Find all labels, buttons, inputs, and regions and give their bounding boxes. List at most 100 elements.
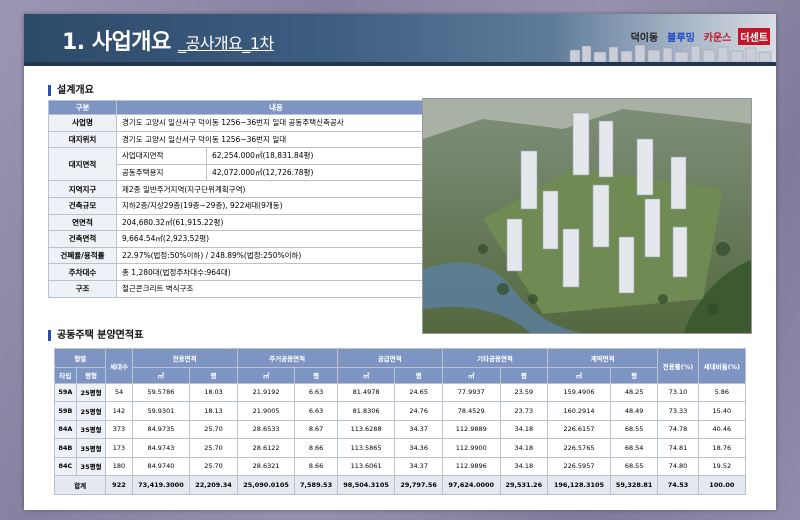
skyline-illustration	[569, 44, 772, 62]
table-cell: 112.9900	[441, 438, 501, 458]
table-cell: 112.9896	[441, 456, 501, 476]
total-cell: 73,419.3000	[131, 475, 191, 495]
page-title: 1. 사업개요 _공사개요_1차	[62, 24, 274, 56]
area-table-heading: 공동주택 분양면적표	[48, 330, 143, 341]
head-units: 세대수	[105, 348, 133, 384]
table-cell: 74.78	[657, 419, 699, 439]
table-cell: 59.5786	[131, 382, 191, 402]
table-cell: 81.8306	[336, 401, 396, 421]
title-sub: _공사개요_1차	[177, 34, 274, 53]
total-cell: 98,504.3105	[336, 475, 396, 495]
overview-heading: 설계개요	[48, 85, 94, 96]
table-row: 지역지구 제2종 일반주거지역(지구단위계획구역)	[48, 180, 436, 198]
table-cell: 34.18	[499, 419, 549, 439]
overview-table: 구분 내용 사업명 경기도 고양시 일산서구 덕이동 1256~36번지 일대 …	[48, 100, 436, 298]
table-cell: 84.9743	[131, 438, 191, 458]
total-cell: 97,624.0000	[441, 475, 501, 495]
table-cell: 21.9005	[236, 401, 296, 421]
complex-aerial-rendering	[422, 98, 752, 334]
table-cell: 159.4906	[547, 382, 611, 402]
row-value: 9,664.54㎡(2,923.52평)	[116, 230, 436, 248]
table-cell: 113.6288	[336, 419, 396, 439]
table-cell: 48.25	[609, 382, 659, 402]
table-cell: 68.55	[609, 456, 659, 476]
total-cell: 29,797.56	[394, 475, 443, 495]
row-value: 경기도 고양시 일산서구 덕이동 1256~36번지 일대 공동주택신축공사	[116, 114, 436, 132]
table-cell: 142	[105, 401, 133, 421]
head-residential-common: 주거공용면적	[236, 348, 338, 368]
row-value: 지하2층/지상29층(19층~29층), 922세대(9개동)	[116, 196, 436, 215]
table-cell: 112.9889	[441, 419, 501, 439]
table-cell: 34.36	[394, 438, 443, 458]
slide: 1. 사업개요 _공사개요_1차 덕이동 블루밍 카운스 더센트 설계개요	[24, 14, 776, 510]
row-value: 42,072.000㎡(12,726.78평)	[206, 163, 436, 182]
total-cell: 합계	[53, 475, 107, 495]
row-label: 구조	[48, 279, 117, 298]
table-cell: 77.9937	[441, 382, 501, 402]
table-cell: 84.9735	[131, 419, 191, 439]
row-value: 경기도 고양시 일산서구 덕이동 1256~36번지 일대	[116, 130, 436, 149]
brand-word-3: 카운스	[703, 33, 732, 44]
sub-head: ㎡	[336, 366, 396, 384]
table-row: 59A 25평형 54 59.5786 18.03 21.9192 6.63 81.4978 2…	[54, 382, 747, 402]
sub-head: 평형	[75, 366, 107, 384]
brand-logo: 덕이동 블루밍 카운스 더센트	[629, 28, 770, 45]
table-cell: 25.70	[189, 419, 238, 439]
table-cell: 68.55	[609, 419, 659, 439]
sub-head: 평	[189, 366, 238, 384]
total-cell: 29,531.26	[499, 475, 549, 495]
table-cell: 8.66	[294, 438, 338, 458]
table-row: 대지위치 경기도 고양시 일산서구 덕이동 1256~36번지 일대	[48, 130, 436, 149]
table-cell: 54	[105, 382, 133, 402]
row-label: 사업명	[48, 114, 117, 132]
row-label: 연면적	[48, 213, 117, 232]
row-value: 철근콘크리트 벽식구조	[116, 279, 436, 298]
sub-head: 평	[294, 366, 338, 384]
row-value: 총 1,280대(법정주차대수:964대)	[116, 263, 436, 281]
table-cell: 35평형	[75, 456, 107, 476]
table-cell: 59A	[54, 382, 77, 402]
table-cell: 84A	[54, 419, 77, 439]
table-cell: 21.9192	[236, 382, 296, 402]
overview-col-content: 내용	[116, 100, 436, 115]
table-cell: 74.80	[657, 456, 699, 476]
row-sublabel: 공동주택용지	[116, 163, 207, 182]
table-cell: 25평형	[75, 382, 107, 402]
table-row: 84C 35평형 180 84.9740 25.70 28.6321 8.66 113.606…	[54, 456, 747, 476]
head-exclusive-rate: 전용률(%)	[657, 348, 699, 384]
table-cell: 84.9740	[131, 456, 191, 476]
table-row: 건축규모 지하2층/지상29층(19층~29층), 922세대(9개동)	[48, 196, 436, 215]
total-cell: 922	[105, 475, 133, 495]
table-cell: 5.86	[697, 382, 747, 402]
table-cell: 84C	[54, 456, 77, 476]
row-label: 지역지구	[48, 180, 117, 198]
table-row: 84B 35평형 173 84.9743 25.70 28.6122 8.66 113.586…	[54, 438, 747, 458]
brand-word-1: 덕이동	[630, 33, 659, 44]
table-row: 59B 25평형 142 59.9301 18.13 21.9005 6.63 81.8306…	[54, 401, 747, 421]
sub-head: ㎡	[547, 366, 611, 384]
row-label: 건폐율/용적률	[48, 246, 117, 265]
table-cell: 24.76	[394, 401, 443, 421]
table-cell: 173	[105, 438, 133, 458]
table-cell: 6.63	[294, 382, 338, 402]
table-cell: 226.5957	[547, 456, 611, 476]
table-row: 구조 철근콘크리트 벽식구조	[48, 279, 436, 298]
head-supply: 공급면적	[336, 348, 443, 368]
table-cell: 18.03	[189, 382, 238, 402]
table-row: 연면적 204,680.32㎡(61,915.22평)	[48, 213, 436, 232]
table-cell: 34.37	[394, 419, 443, 439]
table-cell: 73.33	[657, 401, 699, 421]
sub-head: 평	[394, 366, 443, 384]
sub-head: ㎡	[131, 366, 191, 384]
table-cell: 8.66	[294, 456, 338, 476]
table-row: 건폐율/용적률 22.97%(법정:50%이하) / 248.89%(법정:25…	[48, 246, 436, 265]
sub-head: ㎡	[441, 366, 501, 384]
table-cell: 73.10	[657, 382, 699, 402]
table-cell: 59B	[54, 401, 77, 421]
table-cell: 113.5865	[336, 438, 396, 458]
table-cell: 34.18	[499, 456, 549, 476]
row-label: 주차대수	[48, 263, 117, 281]
sub-head: 평	[499, 366, 549, 384]
total-cell: 196,128.3105	[547, 475, 611, 495]
table-cell: 34.37	[394, 456, 443, 476]
